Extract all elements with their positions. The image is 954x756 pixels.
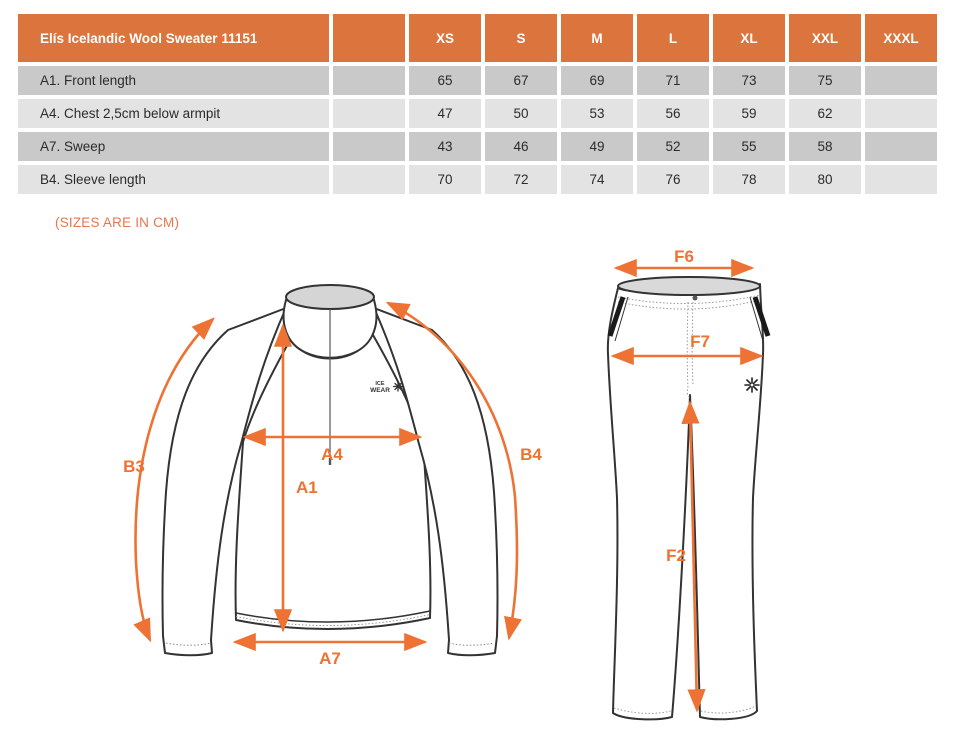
- left-pocket-trim: [607, 296, 626, 337]
- value-cell: [865, 66, 937, 95]
- value-cell: 59: [713, 99, 785, 128]
- header-size-cell-m: M: [561, 14, 633, 62]
- sweater-diagram: ICE WEAR B3 A4 A1 B4 A7: [123, 284, 542, 668]
- value-cell: 56: [637, 99, 709, 128]
- table-row: B4. Sleeve length 70 72 74 76 78 80: [18, 165, 937, 194]
- value-cell: 53: [561, 99, 633, 128]
- right-cuff-stitch: [448, 642, 495, 646]
- waistband-stitch-top: [617, 294, 761, 305]
- f2-arrow: [681, 400, 706, 713]
- b3-label: B3: [123, 457, 145, 476]
- row-label-cell: A4. Chest 2,5cm below armpit: [18, 99, 329, 128]
- table-title-cell: Elís Icelandic Wool Sweater 11151: [18, 14, 329, 62]
- row-label-cell: B4. Sleeve length: [18, 165, 329, 194]
- value-cell: 43: [409, 132, 481, 161]
- table-row: A7. Sweep 43 46 49 52 55 58: [18, 132, 937, 161]
- header-size-cell-s: S: [485, 14, 557, 62]
- value-cell: 74: [561, 165, 633, 194]
- pants-outline: [606, 283, 765, 721]
- right-pocket-trim: [752, 296, 771, 337]
- value-cell: 75: [789, 66, 861, 95]
- collar-opening: [285, 284, 375, 310]
- left-hem-stitch: [613, 707, 672, 714]
- header-size-cell-xl: XL: [713, 14, 785, 62]
- size-table: Elís Icelandic Wool Sweater 11151 XS S M L XL…: [14, 10, 941, 198]
- row-label-cell: A7. Sweep: [18, 132, 329, 161]
- logo-snowflake-icon: [392, 381, 404, 392]
- waistband-stitch-bottom: [617, 299, 761, 310]
- value-cell: 67: [485, 66, 557, 95]
- value-cell: 76: [637, 165, 709, 194]
- value-cell: 62: [789, 99, 861, 128]
- row-label-cell: A1. Front length: [18, 66, 329, 95]
- header-size-cell-xxxl: XXXL: [865, 14, 937, 62]
- value-cell: 52: [637, 132, 709, 161]
- value-cell: 47: [409, 99, 481, 128]
- logo-text-wear: WEAR: [370, 387, 390, 394]
- waist-opening: [617, 276, 761, 296]
- f7-label: F7: [690, 332, 710, 351]
- pants-diagram: F6 F7 F2: [606, 247, 771, 721]
- value-cell: 80: [789, 165, 861, 194]
- waist-button: [692, 295, 698, 301]
- logo-text-ice: ICE: [375, 381, 385, 387]
- row-gap-cell: [333, 99, 405, 128]
- table-row: A1. Front length 65 67 69 71 73 75: [18, 66, 937, 95]
- value-cell: 70: [409, 165, 481, 194]
- b4-arrow: [385, 301, 522, 641]
- sizes-unit-note: (SIZES ARE IN CM): [55, 215, 180, 230]
- value-cell: [865, 165, 937, 194]
- f6-label: F6: [674, 247, 694, 266]
- table-header-row: Elís Icelandic Wool Sweater 11151 XS S M L XL…: [18, 14, 937, 62]
- b4-label: B4: [520, 445, 542, 464]
- header-size-cell-xs: XS: [409, 14, 481, 62]
- value-cell: 58: [789, 132, 861, 161]
- right-pocket-edge: [749, 296, 764, 342]
- row-gap-cell: [333, 66, 405, 95]
- value-cell: 72: [485, 165, 557, 194]
- b3-arrow: [133, 317, 215, 643]
- a4-label: A4: [321, 445, 343, 464]
- value-cell: 50: [485, 99, 557, 128]
- f2-label: F2: [666, 546, 686, 565]
- value-cell: 55: [713, 132, 785, 161]
- value-cell: [865, 99, 937, 128]
- header-size-cell-l: L: [637, 14, 709, 62]
- header-size-cell-xxl: XXL: [789, 14, 861, 62]
- row-gap-cell: [333, 132, 405, 161]
- a7-label: A7: [319, 649, 341, 668]
- snowflake-icon: [744, 377, 760, 393]
- value-cell: 65: [409, 66, 481, 95]
- value-cell: 78: [713, 165, 785, 194]
- value-cell: 73: [713, 66, 785, 95]
- left-pocket-edge: [614, 296, 629, 342]
- header-gap-cell: [333, 14, 405, 62]
- value-cell: [865, 132, 937, 161]
- a1-label: A1: [296, 478, 318, 497]
- value-cell: 46: [485, 132, 557, 161]
- value-cell: 49: [561, 132, 633, 161]
- value-cell: 69: [561, 66, 633, 95]
- row-gap-cell: [333, 165, 405, 194]
- value-cell: 71: [637, 66, 709, 95]
- table-body: A1. Front length 65 67 69 71 73 75 A4. Chest 2,…: [18, 66, 937, 194]
- table-row: A4. Chest 2,5cm below armpit 47 50 53 56 59 62: [18, 99, 937, 128]
- left-cuff-stitch: [165, 642, 212, 646]
